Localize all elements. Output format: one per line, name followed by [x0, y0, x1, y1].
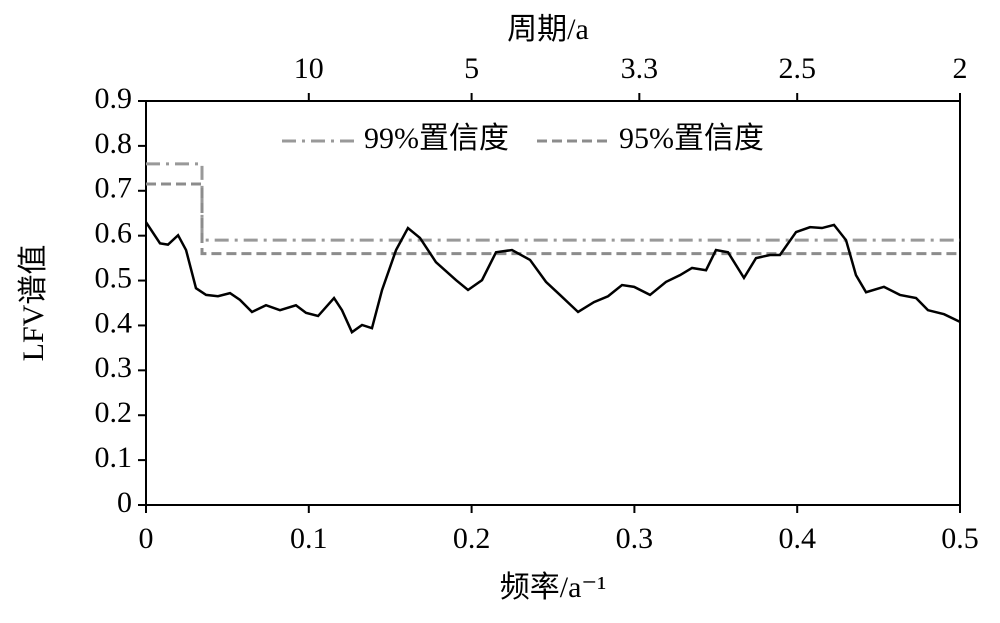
series-line	[144, 221, 961, 335]
x-tick-label: 0.5	[941, 522, 979, 555]
legend-label: 95%置信度	[619, 122, 764, 155]
y-tick-label: 0.3	[95, 351, 133, 384]
series-line	[146, 162, 960, 242]
y-tick-label: 0.4	[95, 306, 133, 339]
y-tick-label: 0.7	[95, 172, 133, 205]
top-axis-title: 周期/a	[507, 13, 589, 46]
y-tick-label: 0.1	[95, 441, 133, 474]
top-tick-label: 3.3	[621, 52, 659, 85]
x-axis-title: 频率/a⁻¹	[500, 571, 606, 604]
y-tick-label: 0	[117, 486, 132, 519]
top-tick-label: 10	[294, 52, 324, 85]
x-tick-label: 0.3	[616, 522, 654, 555]
y-axis-title: LFV谱值	[17, 245, 50, 362]
series-line	[146, 182, 960, 256]
x-tick-label: 0.4	[778, 522, 816, 555]
top-tick-label: 2.5	[778, 52, 816, 85]
y-tick-label: 0.5	[95, 261, 133, 294]
top-tick-label: 5	[464, 52, 479, 85]
plot-frame	[145, 100, 961, 506]
top-tick-label: 2	[953, 52, 968, 85]
y-tick-label: 0.6	[95, 217, 133, 250]
y-tick-label: 0.9	[95, 82, 133, 115]
legend-label: 99%置信度	[364, 122, 509, 155]
x-tick-label: 0	[139, 522, 154, 555]
y-tick-label: 0.8	[95, 127, 133, 160]
x-tick-label: 0.2	[453, 522, 491, 555]
x-tick-label: 0.1	[290, 522, 328, 555]
y-tick-label: 0.2	[95, 396, 133, 429]
